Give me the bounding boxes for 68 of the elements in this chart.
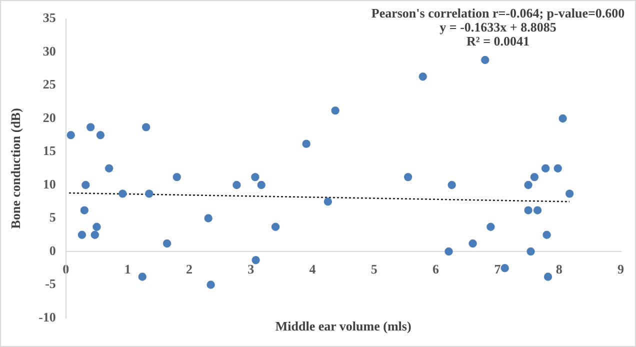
x-tick-label: 7: [494, 262, 502, 277]
point: [324, 198, 332, 206]
point: [78, 230, 86, 239]
y-tick-label: 0: [49, 242, 56, 258]
x-tick-label: 2: [186, 262, 192, 277]
y-axis-title: Bone conduction (dB): [8, 108, 24, 229]
y-tick-label: 30: [42, 43, 56, 58]
point: [558, 114, 567, 123]
point: [331, 106, 340, 115]
point: [500, 264, 509, 272]
point: [481, 56, 490, 64]
point: [542, 230, 551, 239]
point: [90, 230, 100, 239]
point: [526, 247, 535, 256]
y-tick-label: 5: [49, 210, 56, 225]
y-tick-label: 20: [42, 110, 56, 125]
point: [162, 239, 172, 248]
point: [118, 190, 127, 198]
point: [554, 164, 562, 172]
point: [486, 222, 495, 232]
x-tick-label: 4: [309, 262, 316, 277]
point: [444, 247, 453, 256]
point: [66, 131, 75, 140]
annotation: y = -0.1633x + 8.8085: [440, 19, 557, 34]
y-tick-label: 25: [42, 76, 56, 92]
point: [565, 190, 574, 198]
point: [544, 272, 552, 281]
point: [533, 206, 542, 214]
point: [96, 131, 105, 140]
point: [142, 123, 150, 132]
point: [257, 180, 266, 190]
point: [524, 206, 532, 214]
point: [524, 180, 532, 190]
x-tick-label: 1: [124, 262, 131, 277]
x-tick-label: 9: [618, 262, 624, 277]
point: [172, 172, 181, 182]
point: [145, 190, 154, 198]
point: [251, 172, 260, 182]
annotation: Pearson's correlation r=-0.064; p-value=0.600: [371, 5, 625, 20]
point: [302, 140, 310, 148]
point: [204, 214, 212, 222]
point: [468, 239, 477, 248]
point: [541, 164, 550, 172]
x-tick-label: 6: [432, 262, 440, 277]
point: [530, 172, 539, 182]
point: [404, 172, 412, 182]
point: [92, 222, 101, 232]
point: [86, 123, 95, 132]
point: [82, 180, 90, 190]
y-tick-label: -5: [45, 276, 56, 292]
point: [448, 180, 456, 190]
y-tick-label: 15: [42, 143, 56, 158]
point: [104, 164, 114, 172]
point: [138, 272, 146, 281]
y-tick-label: 10: [42, 176, 56, 192]
x-axis-title: Middle ear volume (mls): [275, 318, 412, 334]
x-tick-label: 8: [556, 262, 563, 277]
point: [232, 180, 241, 190]
y-tick-label: 35: [42, 10, 56, 26]
point: [252, 256, 260, 264]
annotation: R² = 0.0041: [466, 33, 530, 48]
point: [80, 206, 89, 214]
x-tick-label: 5: [370, 262, 378, 277]
x-tick-label: 3: [248, 262, 255, 277]
point: [418, 72, 427, 81]
point: [206, 280, 215, 289]
y-tick-label: -10: [38, 309, 56, 324]
point: [271, 222, 280, 232]
